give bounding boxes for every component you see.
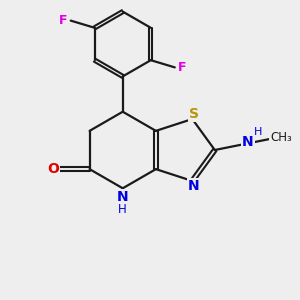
Text: N: N bbox=[188, 179, 200, 193]
Text: N: N bbox=[242, 135, 254, 148]
Text: H: H bbox=[254, 127, 262, 137]
Text: F: F bbox=[178, 61, 186, 74]
Text: O: O bbox=[47, 162, 59, 176]
Text: CH₃: CH₃ bbox=[270, 131, 292, 144]
Text: H: H bbox=[118, 203, 127, 216]
Text: N: N bbox=[117, 190, 129, 204]
Text: S: S bbox=[189, 107, 199, 121]
Text: F: F bbox=[59, 14, 68, 27]
